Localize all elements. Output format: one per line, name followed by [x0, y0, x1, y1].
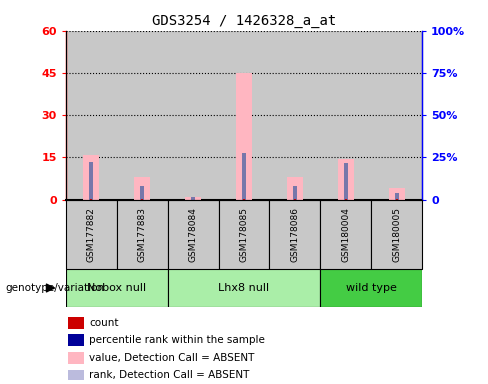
Text: value, Detection Call = ABSENT: value, Detection Call = ABSENT: [89, 353, 254, 363]
Bar: [140, 185, 144, 200]
Bar: [338, 159, 354, 200]
Text: GSM178085: GSM178085: [240, 207, 248, 262]
Bar: [293, 185, 297, 200]
Text: GSM178086: GSM178086: [290, 207, 300, 262]
Text: GSM178084: GSM178084: [188, 207, 198, 262]
Bar: [242, 153, 246, 200]
Bar: [141, 199, 143, 200]
Text: count: count: [89, 318, 119, 328]
Bar: [219, 31, 269, 200]
Bar: [117, 31, 168, 200]
Bar: [320, 31, 371, 200]
Text: GSM180005: GSM180005: [392, 207, 401, 262]
Bar: [236, 73, 252, 200]
Text: rank, Detection Call = ABSENT: rank, Detection Call = ABSENT: [89, 371, 249, 381]
Bar: [68, 317, 84, 329]
Bar: [66, 269, 168, 307]
Bar: [243, 199, 245, 200]
Text: GSM180004: GSM180004: [341, 207, 350, 262]
Bar: [68, 334, 84, 346]
Bar: [168, 31, 219, 200]
Bar: [134, 177, 150, 200]
Bar: [219, 200, 269, 269]
Bar: [396, 199, 398, 200]
Bar: [320, 200, 371, 269]
Bar: [117, 200, 168, 269]
Title: GDS3254 / 1426328_a_at: GDS3254 / 1426328_a_at: [152, 14, 336, 28]
Bar: [320, 269, 422, 307]
Text: GSM177882: GSM177882: [87, 207, 96, 262]
Bar: [89, 162, 93, 200]
Bar: [168, 269, 320, 307]
Bar: [68, 369, 84, 381]
Bar: [344, 163, 348, 200]
Bar: [269, 31, 320, 200]
Bar: [168, 200, 219, 269]
Bar: [90, 199, 92, 200]
Bar: [388, 189, 405, 200]
Bar: [83, 155, 100, 200]
Bar: [287, 177, 303, 200]
Bar: [66, 31, 117, 200]
Bar: [185, 197, 201, 200]
Text: GSM177883: GSM177883: [138, 207, 147, 262]
Bar: [345, 199, 347, 200]
Text: Lhx8 null: Lhx8 null: [219, 283, 269, 293]
Text: genotype/variation: genotype/variation: [5, 283, 104, 293]
Text: Nobox null: Nobox null: [87, 283, 146, 293]
Bar: [371, 200, 422, 269]
Bar: [294, 199, 296, 200]
Bar: [191, 197, 195, 200]
Bar: [269, 200, 320, 269]
Bar: [371, 31, 422, 200]
Bar: [395, 193, 399, 200]
Text: wild type: wild type: [346, 283, 397, 293]
Text: percentile rank within the sample: percentile rank within the sample: [89, 335, 265, 345]
Bar: [68, 352, 84, 364]
Bar: [66, 200, 117, 269]
